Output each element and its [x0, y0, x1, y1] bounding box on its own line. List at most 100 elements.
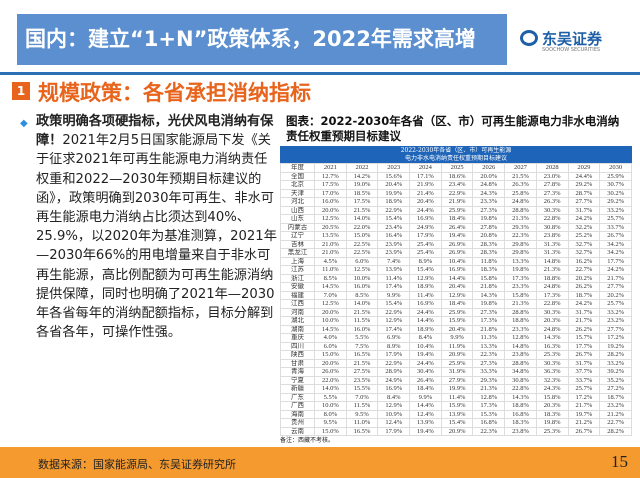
table-cell: 27.8%	[472, 222, 506, 232]
table-cell: 17.2%	[567, 392, 601, 402]
table-cell: 9.5%	[345, 409, 379, 419]
table-cell: 31.7%	[567, 307, 601, 317]
table-row: 广西 10.0% 11.5% 12.9% 14.4% 15.9% 17.3% 18.8% 20.…	[280, 401, 632, 411]
table-cell: 7.0%	[314, 290, 347, 300]
table-row: 陕西 15.0% 16.5% 17.9% 19.4% 20.9% 22.3% 23.8% 25.…	[280, 350, 632, 360]
table-cell: 16.9%	[377, 384, 411, 394]
divider	[0, 72, 640, 75]
table-cell: 14.0%	[314, 384, 347, 394]
figure-caption: 图表：2022-2030年各省（区、市）可再生能源电力非水电消纳责任权重预期目标…	[286, 114, 620, 143]
table-cell: 18.4%	[409, 384, 442, 394]
table-cell: 23.4%	[377, 222, 411, 232]
table-cell: 21.2%	[567, 418, 601, 428]
table-row: 四川 6.0% 7.5% 8.9% 10.4% 11.9% 13.3% 14.8% 16.3% 1…	[280, 341, 632, 351]
table-cell: 19.9%	[440, 384, 474, 394]
table-cell: 14.4%	[440, 273, 474, 283]
table-cell: 18.7%	[599, 392, 632, 402]
table-cell: 11.4%	[377, 273, 411, 283]
table-cell: 33.2%	[599, 358, 632, 368]
table-cell: 18.4%	[440, 214, 474, 224]
table-cell: 17.7%	[599, 256, 632, 266]
table-cell: 28.9%	[377, 367, 411, 377]
table-cell: 26.9%	[440, 248, 474, 258]
table-cell: 37.7%	[567, 367, 601, 377]
table-cell: 上海	[280, 256, 315, 266]
table-cell: 21.8%	[472, 282, 506, 292]
table-cell: 11.0%	[314, 265, 347, 275]
table-cell: 15.4%	[409, 265, 442, 275]
table-cell: 福建	[280, 290, 315, 300]
table-row: 福建 7.0% 8.5% 9.9% 11.4% 12.9% 14.3% 15.8% 17.3% 1…	[280, 290, 632, 300]
table-cell: 22.3%	[504, 231, 537, 241]
table-cell: 21.0%	[314, 248, 347, 258]
table-cell: 重庆	[280, 333, 315, 343]
table-cell: 14.8%	[504, 341, 537, 351]
table-title: 2022-2030年各省（区、市）可再生能源 电力非水电消纳责任权重预期目标建议	[280, 146, 632, 163]
table-cell: 17.7%	[567, 341, 601, 351]
table-cell: 25.4%	[409, 239, 442, 249]
table-cell: 24.2%	[599, 265, 632, 275]
table-row: 湖北 10.0% 11.5% 12.9% 14.4% 15.9% 17.3% 18.8% 20.…	[280, 316, 632, 326]
table-cell: 20.3%	[535, 401, 569, 411]
table-cell: 16.0%	[314, 197, 347, 207]
table-cell: 16.9%	[409, 214, 442, 224]
table-cell: 33.7%	[567, 375, 601, 385]
table-cell: 湖南	[280, 324, 315, 334]
table-cell: 12.4%	[377, 418, 411, 428]
table-cell: 18.8%	[504, 401, 537, 411]
section-number: 1	[12, 82, 30, 100]
table-cell: 24.9%	[409, 222, 442, 232]
table-row: 甘肃 20.0% 21.5% 22.9% 24.4% 25.9% 27.3% 28.8% 30.…	[280, 358, 632, 368]
table-cell: 15.8%	[472, 273, 506, 283]
table-cell: 28.8%	[504, 358, 537, 368]
table-cell: 19.8%	[535, 418, 569, 428]
table-cell: 22.3%	[472, 426, 506, 436]
table-cell: 14.4%	[409, 401, 442, 411]
table-cell: 河北	[280, 197, 315, 207]
table-cell: 32.7%	[567, 239, 601, 249]
table-cell: 16.4%	[377, 231, 411, 241]
table-cell: 2023	[377, 163, 411, 173]
table-cell: 23.8%	[504, 350, 537, 360]
table-cell: 12.8%	[472, 392, 506, 402]
table-cell: 20.4%	[409, 197, 442, 207]
table-cell: 33.2%	[599, 205, 632, 215]
table-cell: 11.8%	[472, 256, 506, 266]
table-cell: 14.3%	[472, 290, 506, 300]
table-cell: 新疆	[280, 384, 315, 394]
table-cell: 山东	[280, 214, 315, 224]
table-cell: 29.3%	[472, 375, 506, 385]
table-cell: 25.9%	[440, 205, 474, 215]
table-cell: 21.7%	[599, 273, 632, 283]
logo-subtext: SOOCHOW SECURITIES	[542, 47, 601, 53]
table-cell: 27.9%	[440, 375, 474, 385]
table-cell: 25.2%	[567, 231, 601, 241]
table-cell: 24.4%	[409, 307, 442, 317]
table-cell: 14.5%	[314, 324, 347, 334]
table-row: 北京 17.5% 19.0% 20.4% 21.9% 23.4% 24.8% 26.3% 27.…	[280, 180, 632, 190]
table-cell: 25.9%	[440, 307, 474, 317]
table-cell: 24.3%	[535, 384, 569, 394]
table-cell: 26.9%	[440, 239, 474, 249]
table-cell: 34.2%	[599, 248, 632, 258]
table-cell: 31.3%	[535, 248, 569, 258]
table-cell: 16.0%	[345, 282, 379, 292]
table-cell: 5.5%	[345, 333, 379, 343]
table-cell: 8.4%	[377, 392, 411, 402]
table-cell: 17.3%	[535, 290, 569, 300]
table-cell: 21.0%	[314, 239, 347, 249]
table-cell: 30.7%	[599, 180, 632, 190]
table-cell: 23.3%	[472, 197, 506, 207]
body-text: 政策明确各项硬指标，光伏风电消纳有保障！2021年2月5日国家能源局下发《关于征…	[36, 112, 280, 342]
table-cell: 25.8%	[504, 188, 537, 198]
table-cell: 20.3%	[535, 316, 569, 326]
table-cell: 18.3%	[472, 265, 506, 275]
table-cell: 22.0%	[314, 375, 347, 385]
table-cell: 12.9%	[377, 316, 411, 326]
table-cell: 17.4%	[377, 324, 411, 334]
table-cell: 13.9%	[377, 265, 411, 275]
table-cell: 甘肃	[280, 358, 315, 368]
table-cell: 2030	[599, 163, 632, 173]
table-cell: 15.8%	[504, 290, 537, 300]
table-cell: 22.9%	[377, 307, 411, 317]
